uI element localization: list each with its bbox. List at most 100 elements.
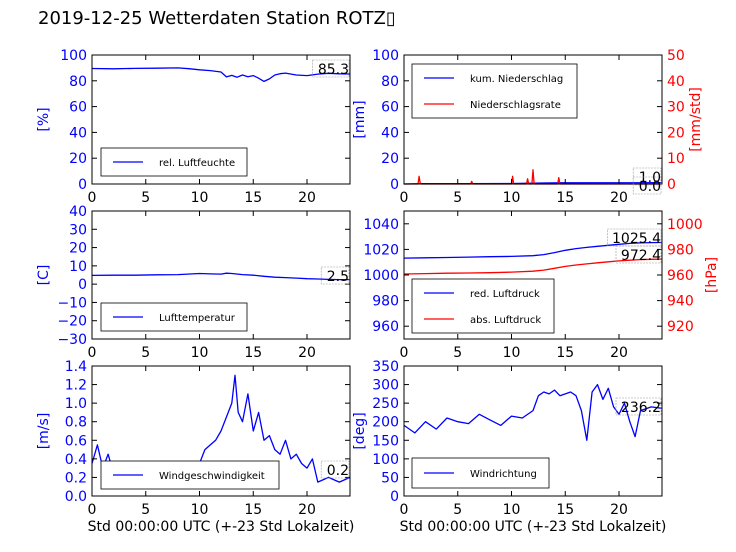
x-tick-label: 5 — [141, 345, 150, 361]
y-tick-label: −30 — [57, 332, 87, 348]
series-line-precipitation-1 — [404, 169, 662, 185]
annotation-box — [320, 266, 350, 285]
plot-frame — [91, 210, 351, 340]
y-axis-label: [mm] — [352, 100, 368, 138]
y-tick-label: 0 — [390, 489, 399, 505]
x-tick-label: 10 — [191, 502, 209, 518]
y-tick-label: 0.2 — [65, 470, 87, 486]
x-axis-label: Std 00:00:00 UTC (+-23 Std Lokalzeit) — [88, 519, 355, 535]
y-tick-label: 40 — [69, 125, 87, 141]
y-tick-label: 10 — [69, 259, 87, 275]
y-tick-label: 20 — [69, 241, 87, 257]
y-tick-label: 80 — [381, 74, 399, 90]
y-right-axis-label: [mm/std] — [688, 87, 704, 152]
x-axis-label: Std 00:00:00 UTC (+-23 Std Lokalzeit) — [400, 519, 667, 535]
x-tick-label: 15 — [556, 345, 574, 361]
plot-frame — [91, 54, 351, 185]
x-tick-label: 10 — [503, 345, 521, 361]
plot-frame — [403, 365, 663, 497]
y-tick-label: 980 — [372, 294, 399, 310]
y-tick-label: 0 — [78, 177, 87, 193]
x-tick-label: 0 — [400, 190, 409, 206]
x-tick-label: 15 — [556, 190, 574, 206]
y-right-tick-label: 20 — [667, 125, 685, 141]
annotation-box — [632, 176, 662, 195]
y-tick-label: 150 — [372, 433, 399, 449]
y-tick-label: 1.4 — [65, 359, 87, 375]
y-right-tick-label: 0 — [667, 177, 676, 193]
x-tick-label: 0 — [400, 345, 409, 361]
annotation-box — [615, 245, 662, 264]
y-right-tick-label: 920 — [667, 319, 694, 335]
y-tick-label: 60 — [381, 100, 399, 116]
y-tick-label: 50 — [381, 470, 399, 486]
y-axis-label: [deg] — [352, 412, 368, 449]
page-title: 2019-12-25 Wetterdaten Station ROTZ▯ — [38, 8, 396, 29]
x-tick-label: 15 — [244, 190, 262, 206]
y-right-tick-label: 940 — [667, 294, 694, 310]
y-axis-label: [C] — [36, 265, 52, 286]
title-glyph: ▯ — [385, 8, 396, 29]
value-annotation: 2.5 — [327, 269, 349, 285]
y-tick-label: 960 — [372, 319, 399, 335]
legend-label: kum. Niederschlag — [470, 74, 563, 85]
x-tick-label: 15 — [244, 502, 262, 518]
legend-label: Windrichtung — [470, 469, 537, 480]
y-tick-label: 80 — [69, 74, 87, 90]
y-tick-label: 20 — [381, 151, 399, 167]
legend-label: abs. Luftdruck — [470, 315, 541, 326]
legend-box — [411, 63, 578, 119]
chart-panel-pressure: 0 5 10 15 20 960 980 1000 1020 1040 920 940 960 980 10… — [363, 210, 720, 361]
value-annotation: 1025.4 — [612, 231, 661, 247]
x-tick-label: 10 — [503, 502, 521, 518]
y-tick-label: 1.2 — [65, 378, 87, 394]
title-text: 2019-12-25 Wetterdaten Station ROTZ — [38, 8, 386, 29]
x-tick-label: 10 — [191, 190, 209, 206]
y-tick-label: 0.4 — [65, 452, 87, 468]
annotation-box — [320, 460, 350, 479]
x-tick-label: 0 — [88, 345, 97, 361]
y-axis-label: [m/s] — [36, 413, 52, 450]
x-tick-label: 15 — [556, 502, 574, 518]
legend-label: Niederschlagsrate — [470, 100, 561, 111]
y-right-tick-label: 40 — [667, 74, 685, 90]
legend-label: red. Luftdruck — [470, 289, 540, 300]
x-tick-label: 0 — [88, 190, 97, 206]
x-tick-label: 15 — [244, 345, 262, 361]
y-tick-label: 40 — [69, 204, 87, 220]
y-axis-label: [%] — [36, 107, 52, 131]
y-right-tick-label: 50 — [667, 48, 685, 64]
y-tick-label: 0 — [78, 277, 87, 293]
chart-panel-wind-speed: 0 5 10 15 20 0.0 0.2 0.4 0.6 0.8 1.0 1.2 1.4 [m/s] Std… — [36, 359, 354, 535]
x-tick-label: 5 — [453, 502, 462, 518]
annotation-box — [615, 397, 662, 416]
series-line-temperature-0 — [91, 272, 350, 281]
x-tick-label: 0 — [88, 502, 97, 518]
y-tick-label: 40 — [381, 125, 399, 141]
x-tick-label: 10 — [503, 190, 521, 206]
y-tick-label: 1.0 — [65, 396, 87, 412]
plot-frame — [403, 54, 663, 185]
legend-label: Lufttemperatur — [159, 313, 236, 324]
y-tick-label: 30 — [69, 222, 87, 238]
value-annotation: 0.0 — [639, 179, 661, 195]
value-annotation: 85.3 — [318, 62, 349, 78]
y-tick-label: 100 — [60, 48, 87, 64]
plot-frame — [91, 365, 351, 497]
value-annotation: 972.4 — [621, 248, 661, 264]
x-tick-label: 20 — [610, 190, 628, 206]
y-tick-label: 1040 — [363, 217, 399, 233]
y-right-axis-label: [hPa] — [704, 257, 720, 293]
series-line-wind-direction-0 — [403, 383, 663, 441]
y-right-tick-label: 10 — [667, 151, 685, 167]
y-tick-label: 100 — [372, 48, 399, 64]
y-right-tick-label: 980 — [667, 242, 694, 258]
x-tick-label: 5 — [141, 502, 150, 518]
x-tick-label: 20 — [298, 502, 316, 518]
y-tick-label: 20 — [69, 151, 87, 167]
y-right-tick-label: 1000 — [667, 217, 703, 233]
y-tick-label: 0.6 — [65, 433, 87, 449]
series-line-humidity-0 — [91, 67, 351, 83]
series-line-pressure-0 — [403, 241, 663, 259]
